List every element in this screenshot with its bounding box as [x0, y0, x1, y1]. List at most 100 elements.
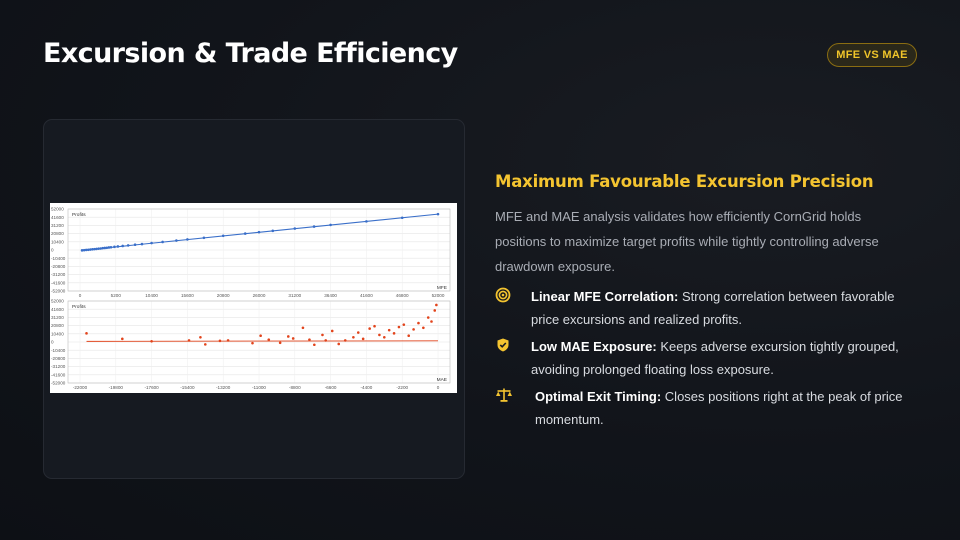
mae-data-point [150, 339, 153, 343]
mfe-data-point [221, 234, 225, 238]
mae-x-tick-label: -6600 [325, 385, 337, 390]
mae-data-point [308, 338, 311, 341]
mfe-mae-chart: 52000 41600 31200 20800 10400 0 -10400 -20800 -3… [50, 203, 457, 393]
mfe-x-tick-label: 0 [79, 293, 82, 298]
bullet-title: Linear MFE Correlation: [531, 289, 679, 304]
mae-y-tick-label: 0 [51, 340, 54, 345]
mfe-plot-frame [67, 208, 451, 292]
mae-data-point [291, 337, 295, 340]
mfe-data-point [293, 227, 297, 230]
mae-data-point [433, 309, 437, 312]
mfe-y-tick-label: -41600 [51, 280, 66, 285]
mae-data-point [361, 337, 365, 341]
mfe-data-point [329, 223, 332, 227]
mfe-data-point [80, 249, 84, 252]
mfe-y-tick-label: 41600 [51, 215, 64, 220]
bullet-text: Strong correlation between favorable pri… [531, 289, 895, 327]
content-description: MFE and MAE analysis validates how effic… [495, 209, 879, 274]
mae-y-tick-label: 52000 [51, 299, 64, 304]
mae-data-point [435, 303, 438, 307]
mfe-data-point [121, 244, 124, 248]
mae-data-point [422, 326, 425, 330]
mae-y-tick-label: 10400 [51, 331, 64, 336]
mfe-y-tick-label: -31200 [51, 272, 66, 277]
mae-y-tick-label: -20800 [51, 356, 66, 361]
mae-y-tick-label: -52000 [51, 381, 66, 386]
mfe-x-tick-label: 41600 [360, 293, 373, 298]
mae-data-point [392, 332, 396, 335]
bullet-text: Closes positions right at the peak of pr… [535, 389, 903, 427]
mae-data-point [226, 339, 230, 342]
mfe-mae-chart-svg: 52000416003120020800104000-10400-20800-3… [51, 207, 451, 390]
mae-data-point [373, 324, 376, 328]
mae-x-tick-label: -2200 [396, 385, 408, 390]
mae-data-point [330, 329, 334, 333]
mfe-y-axis-label: Profits [72, 212, 86, 218]
mfe-x-tick-label: 5200 [111, 293, 122, 298]
target-icon [495, 287, 511, 303]
mae-y-tick-label: -31200 [51, 364, 66, 369]
bullet-title: Optimal Exit Timing: [535, 389, 662, 404]
mae-data-point [259, 334, 262, 337]
mae-data-point [204, 343, 207, 346]
mae-data-point [397, 325, 401, 329]
mfe-data-point [93, 247, 96, 251]
mfe-y-tick-label: 10400 [51, 239, 64, 244]
mfe-data-point [107, 246, 111, 249]
scales-icon [495, 387, 513, 403]
mfe-x-tick-label: 36400 [324, 293, 337, 298]
mae-data-point [218, 339, 222, 343]
mfe-data-point [113, 245, 116, 249]
mfe-data-point [91, 247, 94, 251]
mae-x-tick-label: -4400 [361, 385, 373, 390]
shield-icon [495, 337, 511, 353]
mfe-x-tick-label: 10400 [145, 293, 158, 298]
mfe-x-tick-label: 20800 [217, 293, 230, 298]
section-badge: MFE VS MAE [827, 43, 917, 67]
mfe-data-point [161, 240, 164, 244]
mfe-data-point [109, 245, 113, 249]
bullet-text: Keeps adverse excursion tightly grouped,… [531, 339, 899, 377]
mae-data-point [199, 335, 202, 339]
mae-x-tick-label: -8800 [289, 385, 301, 390]
mae-data-point [313, 343, 316, 347]
bullet-title: Low MAE Exposure: [531, 339, 657, 354]
mae-trend-line [86, 340, 439, 342]
mae-data-point [356, 331, 360, 334]
mae-data-point [402, 323, 406, 326]
mae-x-tick-label: -11000 [252, 385, 266, 390]
mfe-data-point [202, 236, 206, 240]
mae-data-point [387, 328, 391, 332]
mfe-data-point [89, 248, 92, 251]
mfe-data-point [97, 247, 100, 250]
mfe-data-point [243, 232, 247, 235]
mae-x-tick-label: 0 [437, 385, 440, 390]
mfe-x-tick-label: 46800 [396, 293, 409, 298]
mae-data-point [412, 328, 415, 331]
mae-data-point [121, 337, 124, 341]
mfe-data-point [103, 246, 107, 250]
mfe-data-point [150, 241, 153, 245]
mae-y-axis-label: Profits [72, 304, 86, 310]
mfe-data-point [84, 248, 88, 252]
content-subtitle: Maximum Favourable Excursion Precision [495, 172, 874, 191]
mfe-y-tick-label: -52000 [51, 289, 66, 294]
mae-x-axis-label: MAE [437, 377, 447, 383]
mae-data-point [85, 332, 88, 335]
mae-y-tick-label: 41600 [51, 307, 64, 312]
mfe-y-tick-label: -10400 [51, 256, 66, 261]
mae-x-tick-label: -17600 [144, 385, 159, 390]
mfe-data-point [140, 242, 144, 246]
mae-data-point [337, 342, 341, 346]
mae-x-tick-label: -15400 [180, 385, 195, 390]
mfe-data-point [82, 248, 86, 252]
mfe-data-point [175, 239, 178, 242]
mfe-data-point [365, 220, 368, 223]
mfe-data-point [312, 225, 316, 228]
mfe-data-point [95, 247, 98, 251]
mae-y-tick-label: -10400 [51, 348, 66, 353]
mfe-data-point [257, 230, 261, 234]
mae-y-tick-label: 31200 [51, 315, 64, 320]
mae-data-point [301, 326, 305, 330]
mfe-x-axis-label: MFE [437, 285, 447, 291]
